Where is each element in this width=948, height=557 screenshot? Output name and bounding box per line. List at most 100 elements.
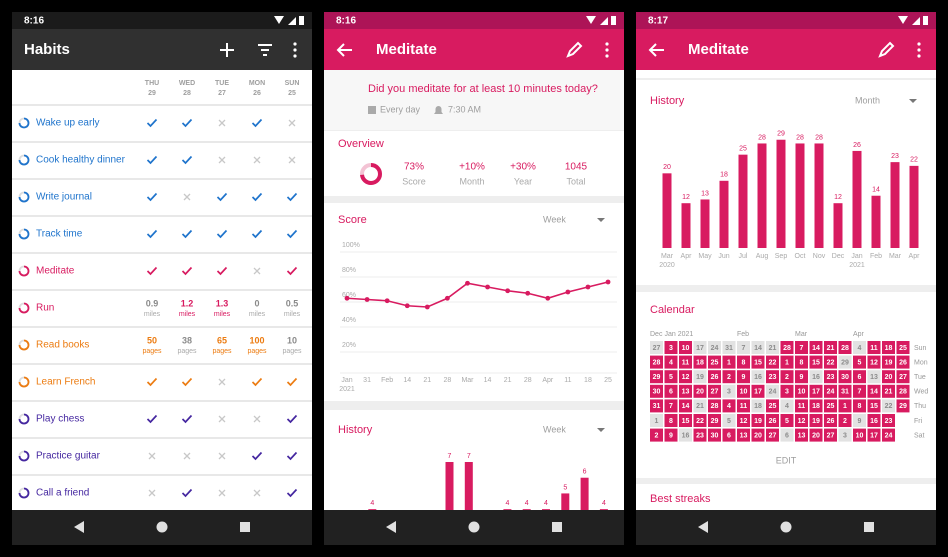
- calendar-day[interactable]: [853, 384, 866, 398]
- calendar-day[interactable]: [882, 414, 895, 427]
- calendar-day[interactable]: [853, 355, 866, 369]
- edit-button[interactable]: EDIT: [776, 455, 797, 465]
- nav-recents[interactable]: [552, 522, 562, 532]
- cross-mark[interactable]: [253, 489, 261, 497]
- calendar-day[interactable]: [780, 428, 794, 442]
- calendar-day[interactable]: [679, 428, 692, 442]
- calendar-day[interactable]: [708, 414, 721, 427]
- calendar-day[interactable]: [838, 341, 852, 354]
- check-mark[interactable]: [146, 229, 158, 239]
- check-mark[interactable]: [251, 192, 263, 202]
- habit-row[interactable]: Play chess: [18, 413, 298, 425]
- calendar-day[interactable]: [896, 399, 910, 413]
- cross-mark[interactable]: [183, 193, 191, 201]
- calendar-day[interactable]: [708, 341, 721, 354]
- cross-mark[interactable]: [218, 156, 226, 164]
- calendar-day[interactable]: [882, 355, 895, 369]
- cross-mark[interactable]: [218, 489, 226, 497]
- calendar-day[interactable]: [664, 399, 678, 413]
- calendar-day[interactable]: [693, 428, 707, 442]
- cross-mark[interactable]: [183, 452, 191, 460]
- calendar-day[interactable]: [853, 399, 866, 413]
- entry-value[interactable]: 0.5: [286, 298, 299, 308]
- habit-row[interactable]: Read books 50 pages 38 pages 65 pages 100 pages 1…: [18, 335, 303, 355]
- nav-home[interactable]: [780, 521, 792, 533]
- cross-mark[interactable]: [148, 489, 156, 497]
- cross-mark[interactable]: [148, 452, 156, 460]
- calendar-day[interactable]: [824, 341, 837, 354]
- calendar-day[interactable]: [737, 355, 750, 369]
- calendar-day[interactable]: [737, 341, 750, 354]
- calendar-day[interactable]: [693, 355, 707, 369]
- menu-button[interactable]: [293, 48, 297, 52]
- calendar-day[interactable]: [693, 414, 707, 427]
- calendar-day[interactable]: [853, 428, 866, 442]
- calendar-day[interactable]: [664, 384, 678, 398]
- check-mark[interactable]: [286, 377, 298, 387]
- add-button[interactable]: [220, 43, 234, 57]
- menu-button[interactable]: [605, 48, 609, 52]
- cross-mark[interactable]: [218, 452, 226, 460]
- calendar-day[interactable]: [693, 341, 707, 354]
- habit-row[interactable]: Run 0.9 miles 1.2 miles 1.3 miles 0 miles 0.5 mile…: [18, 298, 301, 318]
- calendar-day[interactable]: [838, 399, 852, 413]
- calendar-day[interactable]: [780, 355, 794, 369]
- calendar-day[interactable]: [867, 414, 881, 427]
- period-selector[interactable]: Week: [543, 424, 566, 434]
- check-mark[interactable]: [251, 451, 263, 461]
- calendar-day[interactable]: [751, 428, 765, 442]
- calendar-day[interactable]: [780, 384, 794, 398]
- calendar-day[interactable]: [722, 428, 736, 442]
- calendar-day[interactable]: [693, 370, 707, 384]
- calendar-day[interactable]: [650, 370, 663, 384]
- cross-mark[interactable]: [218, 415, 226, 423]
- calendar-day[interactable]: [751, 384, 765, 398]
- cross-mark[interactable]: [218, 378, 226, 386]
- calendar-day[interactable]: [838, 384, 852, 398]
- habit-row[interactable]: Cook healthy dinner: [18, 154, 296, 166]
- calendar-day[interactable]: [780, 399, 794, 413]
- calendar-day[interactable]: [722, 341, 736, 354]
- cross-mark[interactable]: [253, 267, 261, 275]
- calendar-day[interactable]: [867, 428, 881, 442]
- edit-button[interactable]: [878, 41, 895, 58]
- calendar-day[interactable]: [795, 428, 808, 442]
- calendar-day[interactable]: [722, 355, 736, 369]
- cross-mark[interactable]: [253, 415, 261, 423]
- menu-button[interactable]: [293, 42, 297, 46]
- nav-back[interactable]: [74, 521, 84, 533]
- check-mark[interactable]: [216, 266, 228, 276]
- check-mark[interactable]: [181, 155, 193, 165]
- calendar-day[interactable]: [882, 341, 895, 354]
- back-button[interactable]: [648, 43, 664, 57]
- cross-mark[interactable]: [253, 156, 261, 164]
- check-mark[interactable]: [181, 414, 193, 424]
- calendar-day[interactable]: [809, 428, 823, 442]
- calendar-day[interactable]: [824, 355, 837, 369]
- calendar-day[interactable]: [722, 414, 736, 427]
- calendar-day[interactable]: [708, 399, 721, 413]
- calendar-day[interactable]: [795, 355, 808, 369]
- calendar-day[interactable]: [751, 355, 765, 369]
- menu-button[interactable]: [605, 54, 609, 58]
- check-mark[interactable]: [286, 488, 298, 498]
- calendar-day[interactable]: [809, 341, 823, 354]
- cross-mark[interactable]: [288, 156, 296, 164]
- check-mark[interactable]: [146, 118, 158, 128]
- nav-back[interactable]: [386, 521, 396, 533]
- entry-value[interactable]: 0.9: [146, 298, 159, 308]
- calendar-day[interactable]: [650, 399, 663, 413]
- calendar-day[interactable]: [780, 370, 794, 384]
- nav-back[interactable]: [698, 521, 708, 533]
- calendar-day[interactable]: [882, 428, 895, 442]
- check-mark[interactable]: [146, 377, 158, 387]
- calendar-day[interactable]: [650, 384, 663, 398]
- habit-row[interactable]: Call a friend: [18, 487, 298, 499]
- check-mark[interactable]: [216, 192, 228, 202]
- entry-value[interactable]: 50: [147, 335, 157, 345]
- calendar-day[interactable]: [679, 341, 692, 354]
- calendar-day[interactable]: [838, 370, 852, 384]
- calendar-day[interactable]: [650, 341, 663, 354]
- calendar-day[interactable]: [809, 414, 823, 427]
- calendar-day[interactable]: [780, 414, 794, 427]
